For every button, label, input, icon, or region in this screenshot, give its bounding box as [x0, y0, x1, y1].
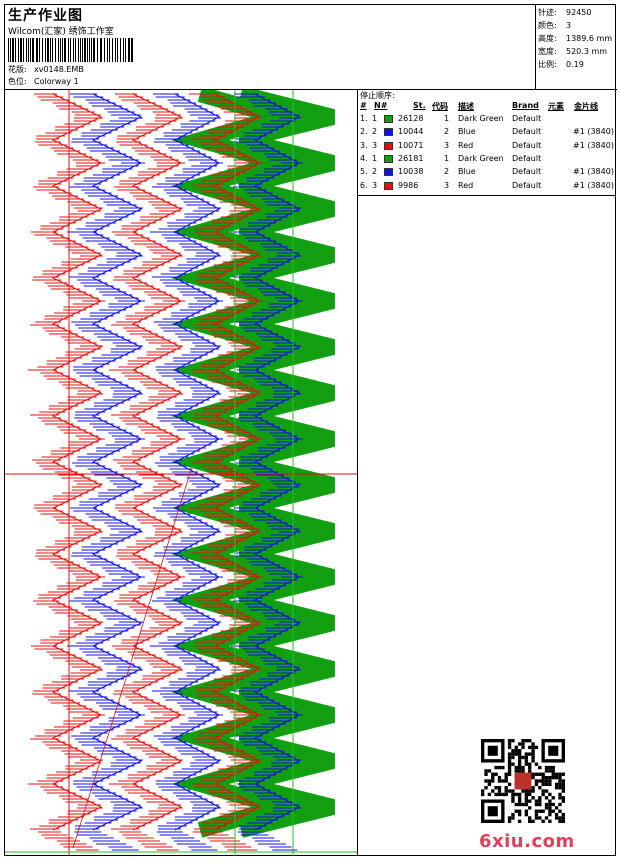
color-swatch	[384, 154, 393, 163]
stitch-column-3	[150, 93, 223, 851]
row-index: 2.	[360, 127, 368, 137]
row-stitches: 10038	[398, 167, 424, 177]
row-index: 3.	[360, 140, 368, 150]
row-needle: 3	[372, 140, 378, 150]
row-index: 4.	[360, 153, 368, 163]
row-brand: Default	[512, 114, 542, 123]
color-swatch	[384, 115, 393, 123]
col-desc: 描述	[458, 102, 474, 111]
design-preview	[5, 90, 358, 856]
green-satin-1	[239, 90, 335, 838]
row-index: 5.	[360, 167, 368, 177]
header-panel: 生产作业图 Wilcom(汇家) 绣饰工作室 花版: xv0148.EMB 色位:…	[5, 5, 536, 89]
row-sequin: #1 (3840)	[573, 127, 614, 137]
row-needle: 2	[372, 167, 378, 177]
row-brand: Default	[512, 167, 542, 177]
row-stitches: 26128	[398, 114, 424, 123]
header-divider	[5, 89, 617, 90]
row-sequin: #1 (3840)	[573, 140, 614, 150]
stitch-column-4	[189, 93, 263, 851]
row-code: 3	[444, 180, 450, 190]
row-stitches: 10071	[398, 140, 424, 150]
col-element: 元素	[548, 102, 564, 111]
table-caption: 停止顺序:	[360, 91, 395, 100]
row-code: 1	[444, 114, 450, 123]
qr-modules	[481, 739, 565, 823]
color-swatch	[384, 128, 393, 137]
info-scale: 比例: 0.19	[538, 60, 584, 69]
info-height: 高度: 1389.6 mm	[538, 34, 613, 43]
barcode-bars	[8, 38, 133, 62]
embroidery-design	[5, 90, 357, 856]
row-needle: 2	[372, 127, 378, 137]
colorway-label: 色位:	[8, 77, 27, 86]
row-brand: Default	[512, 140, 542, 150]
row-code: 2	[444, 167, 450, 177]
row-code: 2	[444, 127, 450, 137]
row-sequin: #1 (3840)	[573, 180, 614, 190]
row-description: Red	[458, 140, 474, 150]
row-needle: 1	[372, 153, 378, 163]
row-stitches: 10044	[398, 127, 424, 137]
row-code: 3	[444, 140, 450, 150]
row-needle: 1	[372, 114, 378, 123]
green-satin-0	[171, 90, 309, 838]
col-st: St.	[413, 101, 426, 110]
color-swatch	[384, 141, 393, 150]
info-panel: 针迹: 92450 颜色: 3 高度: 1389.6 mm 宽度: 520.3 mm 比…	[536, 5, 616, 89]
row-stitches: 9986	[398, 180, 419, 190]
page-title: 生产作业图	[8, 8, 83, 24]
row-description: Dark Green	[458, 153, 504, 163]
stitch-column-5	[231, 93, 303, 851]
row-description: Dark Green	[458, 114, 504, 123]
colorway-row: 色位: Colorway 1	[8, 76, 79, 87]
production-sheet: 生产作业图 Wilcom(汇家) 绣饰工作室 花版: xv0148.EMB 色位:…	[4, 4, 617, 856]
row-index: 1.	[360, 114, 368, 123]
row-brand: Default	[512, 153, 542, 163]
row-description: Blue	[458, 127, 476, 137]
row-stitches: 26181	[398, 153, 424, 163]
row-description: Red	[458, 180, 474, 190]
row-sequin: #1 (3840)	[573, 167, 614, 177]
watermark-logo: 6xiu.com	[479, 831, 575, 852]
studio-name: Wilcom(汇家) 绣饰工作室	[8, 27, 114, 37]
info-width: 宽度: 520.3 mm	[538, 47, 608, 56]
row-description: Blue	[458, 167, 476, 177]
table-end-line	[358, 195, 616, 196]
stitch-column-1	[67, 93, 145, 851]
info-stitches: 针迹: 92450	[538, 8, 592, 17]
row-brand: Default	[512, 180, 542, 190]
pattern-value: xv0148.EMB	[34, 65, 84, 74]
row-code: 1	[444, 153, 450, 163]
row-index: 6.	[360, 180, 368, 190]
barcode-icon	[8, 38, 133, 62]
col-idx: #	[360, 101, 367, 110]
col-n: N#	[374, 101, 388, 110]
color-swatch	[384, 181, 393, 190]
col-brand: Brand	[512, 101, 539, 110]
stitch-column-2	[109, 93, 185, 851]
pattern-label: 花版:	[8, 65, 27, 74]
info-colors: 颜色: 3	[538, 21, 572, 30]
row-needle: 3	[372, 180, 378, 190]
row-brand: Default	[512, 127, 542, 137]
guide-lines	[5, 90, 357, 856]
pattern-row: 花版: xv0148.EMB	[8, 64, 84, 75]
colorway-value: Colorway 1	[34, 77, 79, 86]
color-swatch	[384, 168, 393, 177]
col-code: 代码	[432, 102, 448, 111]
col-sequin: 金片线	[574, 102, 598, 111]
qr-code-icon	[481, 739, 565, 823]
